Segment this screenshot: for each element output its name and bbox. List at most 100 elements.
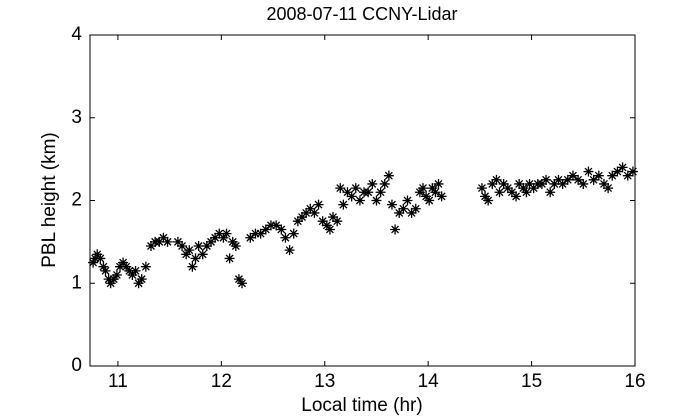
data-point <box>562 174 573 185</box>
data-point <box>518 183 529 194</box>
x-tick-label: 11 <box>108 371 128 392</box>
data-point <box>514 178 525 189</box>
data-point <box>398 203 409 214</box>
data-point <box>133 278 144 289</box>
data-point <box>100 265 111 276</box>
data-point <box>187 261 198 272</box>
data-point <box>553 174 564 185</box>
data-point <box>390 224 401 235</box>
data-point <box>386 199 397 210</box>
data-point <box>627 166 638 177</box>
data-point <box>224 253 235 264</box>
data-point <box>506 187 517 198</box>
data-point <box>313 199 324 210</box>
data-point <box>88 257 99 268</box>
data-point <box>288 228 299 239</box>
data-point <box>430 187 441 198</box>
data-point <box>317 216 328 227</box>
data-point <box>338 199 349 210</box>
data-point <box>433 178 444 189</box>
data-point <box>292 216 303 227</box>
data-point <box>335 183 346 194</box>
data-point <box>265 220 276 231</box>
data-point <box>549 178 560 189</box>
data-point <box>193 241 204 252</box>
x-tick-label: 14 <box>418 371 440 392</box>
data-point <box>578 178 589 189</box>
data-point <box>98 261 109 272</box>
data-point <box>612 166 623 177</box>
data-point <box>136 274 147 285</box>
data-point <box>158 232 169 243</box>
data-point <box>276 224 287 235</box>
y-tick-label: 4 <box>71 24 82 45</box>
data-point <box>588 174 599 185</box>
data-point <box>218 232 229 243</box>
data-point <box>367 178 378 189</box>
data-point <box>271 220 282 231</box>
data-point <box>328 212 339 223</box>
y-axis-label: PBL height (km) <box>39 132 60 268</box>
data-point <box>177 241 188 252</box>
data-point <box>114 261 125 272</box>
data-point <box>301 207 312 218</box>
data-point <box>394 207 405 218</box>
data-point <box>607 170 618 181</box>
x-tick-label: 12 <box>211 371 232 392</box>
data-point <box>172 236 183 247</box>
data-point <box>197 249 208 260</box>
data-point <box>245 232 256 243</box>
data-point <box>92 249 103 260</box>
data-point <box>487 178 498 189</box>
data-point <box>483 195 494 206</box>
data-point <box>121 261 132 272</box>
data-point <box>567 170 578 181</box>
data-point <box>250 228 261 239</box>
y-tick-label: 0 <box>71 355 82 376</box>
x-tick-label: 15 <box>521 371 542 392</box>
data-point <box>371 195 382 206</box>
data-point <box>342 187 353 198</box>
data-point <box>233 274 244 285</box>
data-point <box>346 191 357 202</box>
data-point <box>421 191 432 202</box>
x-axis-label: Local time (hr) <box>301 395 422 416</box>
data-point <box>583 166 594 177</box>
data-point <box>480 191 491 202</box>
data-point <box>350 183 361 194</box>
data-point <box>227 236 238 247</box>
data-point <box>190 253 201 264</box>
data-point <box>124 265 135 276</box>
data-point <box>111 269 122 280</box>
data-point <box>90 253 101 264</box>
data-point <box>255 228 266 239</box>
data-point <box>622 170 633 181</box>
data-point <box>383 170 394 181</box>
data-point <box>127 269 138 280</box>
data-point <box>545 187 556 198</box>
data-point <box>511 191 522 202</box>
data-point <box>536 178 547 189</box>
data-point <box>305 203 316 214</box>
data-point <box>598 178 609 189</box>
x-tick-label: 16 <box>624 371 645 392</box>
data-point <box>108 274 119 285</box>
data-point <box>130 265 141 276</box>
data-point <box>573 174 584 185</box>
data-point <box>297 212 308 223</box>
data-point <box>95 253 106 264</box>
data-point <box>436 191 447 202</box>
data-point <box>210 232 221 243</box>
data-point <box>406 207 417 218</box>
data-point <box>184 245 195 256</box>
data-point <box>140 261 151 272</box>
y-tick-label: 2 <box>71 190 82 211</box>
data-point <box>105 278 116 289</box>
data-point <box>363 187 374 198</box>
data-point <box>379 178 390 189</box>
data-point <box>402 195 413 206</box>
data-point <box>424 195 435 206</box>
data-point <box>146 241 157 252</box>
data-point <box>375 187 386 198</box>
